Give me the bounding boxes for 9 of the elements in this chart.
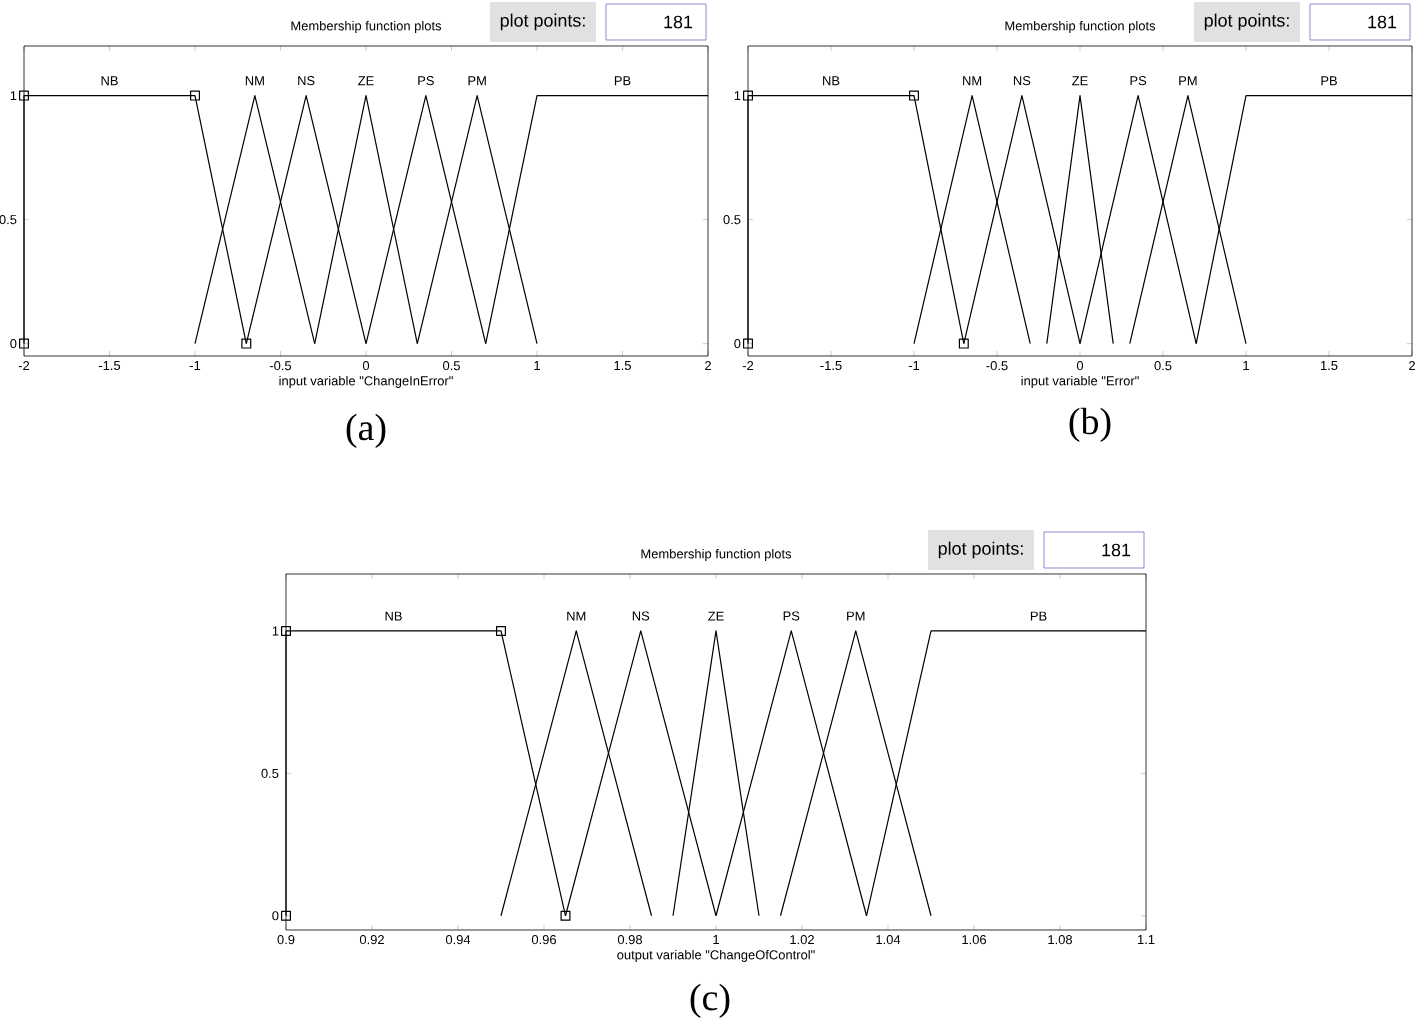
text: 181 <box>1368 15 1397 29</box>
text: plot points: <box>500 13 585 31</box>
text: 181 <box>1102 543 1131 557</box>
text: (a) <box>346 413 386 449</box>
text: plot points: <box>1204 13 1289 31</box>
text: plot points: <box>938 541 1023 559</box>
text: (c) <box>690 983 730 1019</box>
text: (b) <box>1069 407 1111 443</box>
text: 181 <box>664 15 693 29</box>
